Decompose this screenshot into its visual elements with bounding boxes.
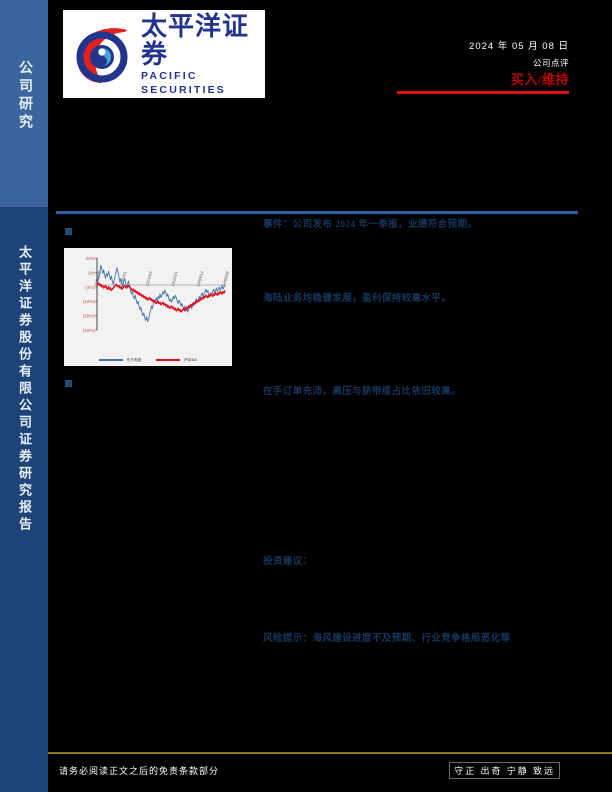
sidebar-publisher-label: 太平洋证券股份有限公司证券研究报告 <box>17 245 32 534</box>
footer-divider-rule <box>48 752 612 754</box>
logo-english-name: PACIFIC SECURITIES <box>141 69 227 96</box>
rating-underline-rule <box>397 91 569 94</box>
legend-swatch-1 <box>155 358 180 362</box>
report-footer: 请务必阅读正文之后的免责条款部分 守正 出奇 宁静 致远 <box>48 760 612 792</box>
footer-disclaimer: 请务必阅读正文之后的免责条款部分 <box>59 766 220 776</box>
company-logo: 太平洋证券 PACIFIC SECURITIES <box>63 10 265 98</box>
report-body: 事件：公司发布 2024 年一季报，业绩符合预期。 海陆业务均稳健发展，盈利保持… <box>48 108 612 748</box>
bullet-marker-orders <box>65 380 72 387</box>
svg-text:23/10/04: 23/10/04 <box>144 270 153 287</box>
header-meta-block: 2024 年 05 月 08 日 公司点评 买入/维持 <box>329 40 569 94</box>
footer-slogan: 守正 出奇 宁静 致远 <box>449 762 560 779</box>
svg-text:23/07/21: 23/07/21 <box>119 270 128 287</box>
svg-text:23/05/08: 23/05/08 <box>93 270 102 287</box>
svg-text:24/05/08: 24/05/08 <box>221 270 229 287</box>
orders-heading: 在手订单充沛，高压与脐带缆占比依旧较高。 <box>263 387 462 397</box>
left-sidebar: 公司研究 太平洋证券股份有限公司证券研究报告 <box>0 0 48 792</box>
svg-text:23/12/21: 23/12/21 <box>170 270 179 287</box>
risk-warning-heading: 风险提示：海风建设进度不及预期、行业竞争格局恶化等 <box>263 634 511 644</box>
investment-advice-heading: 投资建议： <box>263 557 313 567</box>
logo-wordmark: 太平洋证券 PACIFIC SECURITIES <box>141 12 265 97</box>
section-divider-rule <box>56 211 578 214</box>
svg-text:24/03/14: 24/03/14 <box>196 270 205 287</box>
report-date: 2024 年 05 月 08 日 <box>469 41 569 52</box>
chart-legend: 东方电缆 沪深300 <box>64 357 232 363</box>
legend-item-0: 东方电缆 <box>98 357 142 363</box>
sidebar-bottom-band <box>0 207 48 792</box>
legend-label-1: 沪深300 <box>183 357 197 362</box>
business-heading: 海陆业务均稳健发展，盈利保持较高水平。 <box>263 294 452 304</box>
svg-text:(28%): (28%) <box>83 314 96 319</box>
legend-swatch-0 <box>98 359 123 361</box>
legend-item-1: 沪深300 <box>155 357 198 363</box>
svg-text:(4%): (4%) <box>85 285 95 290</box>
logo-chinese-name: 太平洋证券 <box>141 10 250 69</box>
svg-text:(40%): (40%) <box>83 328 96 333</box>
report-type: 公司点评 <box>532 58 569 68</box>
pacific-securities-spiral-logo <box>69 21 135 87</box>
sidebar-category-label: 公司研究 <box>17 60 32 132</box>
relative-performance-chart: 20% 8% (4%) (16%) (28%) (40%) 23/05/08 23/07/2… <box>64 248 232 366</box>
sidebar-top-band <box>0 0 48 207</box>
event-heading: 事件：公司发布 2024 年一季报，业绩符合预期。 <box>263 220 478 230</box>
investment-rating-badge: 买入/维持 <box>510 72 569 87</box>
svg-text:8%: 8% <box>88 270 95 275</box>
legend-label-0: 东方电缆 <box>126 357 142 362</box>
svg-text:20%: 20% <box>86 256 95 261</box>
report-header: 太平洋证券 PACIFIC SECURITIES 2024 年 05 月 08 … <box>48 0 612 108</box>
bullet-marker-event <box>65 228 72 235</box>
svg-text:(16%): (16%) <box>83 299 96 304</box>
